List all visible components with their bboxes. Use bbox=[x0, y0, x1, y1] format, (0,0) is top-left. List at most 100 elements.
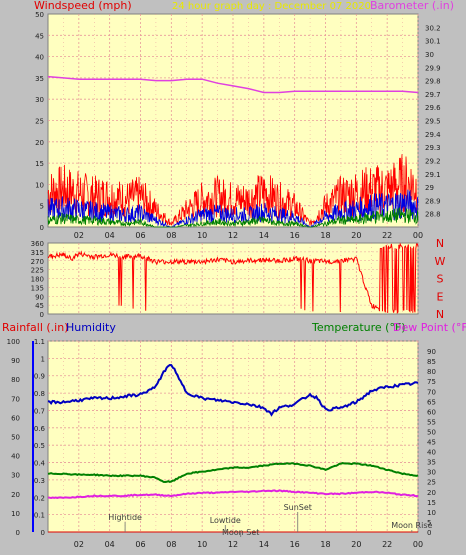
compass-label: E bbox=[437, 290, 444, 303]
chart-title: 24 hour graph day : December 07 2020 bbox=[172, 1, 371, 12]
temperature-y-tick-label: 35 bbox=[427, 459, 436, 467]
x-tick-label: 00 bbox=[413, 540, 423, 549]
temperature-y-tick-label: 15 bbox=[427, 499, 436, 507]
direction-y-tick-label: 180 bbox=[31, 276, 44, 284]
rain-y-tick-label: 0.3 bbox=[34, 477, 45, 485]
barometer-line bbox=[47, 75, 419, 94]
wind_avg-line bbox=[47, 189, 419, 228]
event-label: SunSet bbox=[284, 503, 312, 512]
direction-y-tick-label: 270 bbox=[31, 258, 44, 266]
temperature-y-tick-label: 55 bbox=[427, 418, 436, 426]
humidity-axis-title: Humidity bbox=[66, 321, 116, 334]
barometer-y-tick-label: 28.8 bbox=[425, 211, 441, 219]
wind-y-tick-label: 20 bbox=[35, 139, 44, 147]
x-tick-label: 10 bbox=[197, 231, 207, 240]
humidity-y-tick-label: 100 bbox=[7, 338, 20, 346]
rain-axis-title: Rainfall (.in) bbox=[2, 321, 69, 334]
temperature-y-tick-label: 45 bbox=[427, 439, 436, 447]
direction-y-tick-label: 90 bbox=[35, 293, 44, 301]
x-tick-label: 04 bbox=[105, 231, 115, 240]
rain-y-tick-label: 0.7 bbox=[34, 407, 45, 415]
rain-y-tick-label: 0.4 bbox=[34, 460, 46, 468]
x-tick-label: 12 bbox=[228, 540, 238, 549]
wind-y-tick-label: 25 bbox=[35, 118, 44, 126]
direction-y-tick-label: 0 bbox=[40, 311, 44, 319]
barometer-y-tick-label: 29.9 bbox=[425, 64, 441, 72]
temperature-y-tick-label: 75 bbox=[427, 378, 436, 386]
humidity-y-tick-label: 20 bbox=[11, 491, 20, 499]
x-tick-label: 08 bbox=[166, 540, 176, 549]
x-tick-label: 08 bbox=[166, 231, 176, 240]
rain-y-tick-label: 0.6 bbox=[34, 425, 46, 433]
temperature-y-tick-label: 0 bbox=[427, 529, 431, 537]
barometer-axis-title: Barometer (.in) bbox=[370, 0, 454, 12]
wind-y-tick-label: 10 bbox=[35, 181, 44, 189]
temperature-y-tick-label: 40 bbox=[427, 449, 436, 457]
humidity-y-tick-label: 40 bbox=[11, 453, 20, 461]
barometer-y-tick-label: 29.7 bbox=[425, 91, 441, 99]
event-label: Moon Rise bbox=[391, 521, 432, 530]
compass-label: S bbox=[437, 273, 444, 286]
humidity-y-tick-label: 0 bbox=[16, 529, 20, 537]
event-label: Lowtide bbox=[210, 516, 241, 525]
x-tick-label: 16 bbox=[290, 540, 300, 549]
x-tick-label: 06 bbox=[135, 231, 145, 240]
barometer-y-tick-label: 29 bbox=[425, 184, 434, 192]
wind-y-tick-label: 45 bbox=[35, 32, 44, 40]
x-tick-label: 06 bbox=[135, 540, 145, 549]
x-tick-label: 04 bbox=[105, 540, 115, 549]
direction-y-tick-label: 135 bbox=[31, 284, 44, 292]
temperature-y-tick-label: 25 bbox=[427, 479, 436, 487]
humidity-y-tick-label: 90 bbox=[11, 357, 20, 365]
temperature-y-tick-label: 50 bbox=[427, 428, 436, 436]
wind_min-line bbox=[47, 207, 419, 228]
x-tick-label: 22 bbox=[382, 231, 392, 240]
wind-y-tick-label: 35 bbox=[35, 75, 44, 83]
temperature-y-tick-label: 85 bbox=[427, 358, 436, 366]
rain-y-tick-label: 0.9 bbox=[34, 373, 45, 381]
wind-y-tick-label: 40 bbox=[35, 54, 44, 62]
astro-events: Hightide Lowtide Moon Set SunSet Moon Rise bbox=[108, 503, 432, 537]
temperature-y-tick-label: 10 bbox=[427, 509, 436, 517]
wind-y-tick-label: 50 bbox=[35, 11, 44, 19]
wind-y-tick-label: 15 bbox=[35, 160, 44, 168]
humidity-y-tick-label: 70 bbox=[11, 395, 20, 403]
rain-y-tick-label: 0.1 bbox=[34, 512, 45, 520]
temperature-y-tick-label: 90 bbox=[427, 348, 436, 356]
humidity-y-tick-label: 10 bbox=[11, 510, 20, 518]
humidity-y-tick-label: 60 bbox=[11, 414, 20, 422]
rain-y-tick-label: 1.1 bbox=[34, 338, 45, 346]
barometer-y-tick-label: 29.4 bbox=[425, 131, 441, 139]
x-tick-label: 12 bbox=[228, 231, 238, 240]
humidity-y-tick-label: 30 bbox=[11, 472, 20, 480]
x-tick-label: 18 bbox=[320, 540, 330, 549]
rain-y-tick-label: 0.8 bbox=[34, 390, 45, 398]
rain-y-tick-label: 0.5 bbox=[34, 442, 45, 450]
dew-point-line bbox=[47, 489, 419, 500]
direction-y-tick-label: 360 bbox=[31, 240, 44, 248]
temperature-y-tick-label: 20 bbox=[427, 489, 436, 497]
direction-y-tick-label: 225 bbox=[31, 267, 44, 275]
barometer-y-tick-label: 29.2 bbox=[425, 157, 441, 165]
x-tick-label: 20 bbox=[351, 540, 361, 549]
direction-y-tick-label: 45 bbox=[35, 302, 44, 310]
barometer-y-tick-label: 28.9 bbox=[425, 197, 441, 205]
rain-y-tick-label: 1 bbox=[41, 355, 45, 363]
wind-axis-title: Windspeed (mph) bbox=[34, 0, 132, 12]
humidity-line bbox=[47, 363, 419, 417]
x-tick-label: 14 bbox=[259, 231, 269, 240]
temperature-y-tick-label: 70 bbox=[427, 388, 436, 396]
temperature-axis-title: Temperature (°F) bbox=[311, 321, 406, 334]
temperature-y-tick-label: 60 bbox=[427, 408, 436, 416]
x-tick-label: 00 bbox=[413, 231, 423, 240]
x-tick-label: 02 bbox=[74, 231, 84, 240]
compass-label: N bbox=[436, 237, 444, 250]
x-tick-label: 14 bbox=[259, 540, 269, 549]
wind-y-tick-label: 30 bbox=[35, 96, 44, 104]
barometer-y-tick-label: 29.6 bbox=[425, 104, 441, 112]
chart-series bbox=[47, 75, 419, 533]
x-tick-label: 10 bbox=[197, 540, 207, 549]
x-tick-label: 02 bbox=[74, 540, 84, 549]
rain-y-tick-label: 0 bbox=[41, 529, 45, 537]
